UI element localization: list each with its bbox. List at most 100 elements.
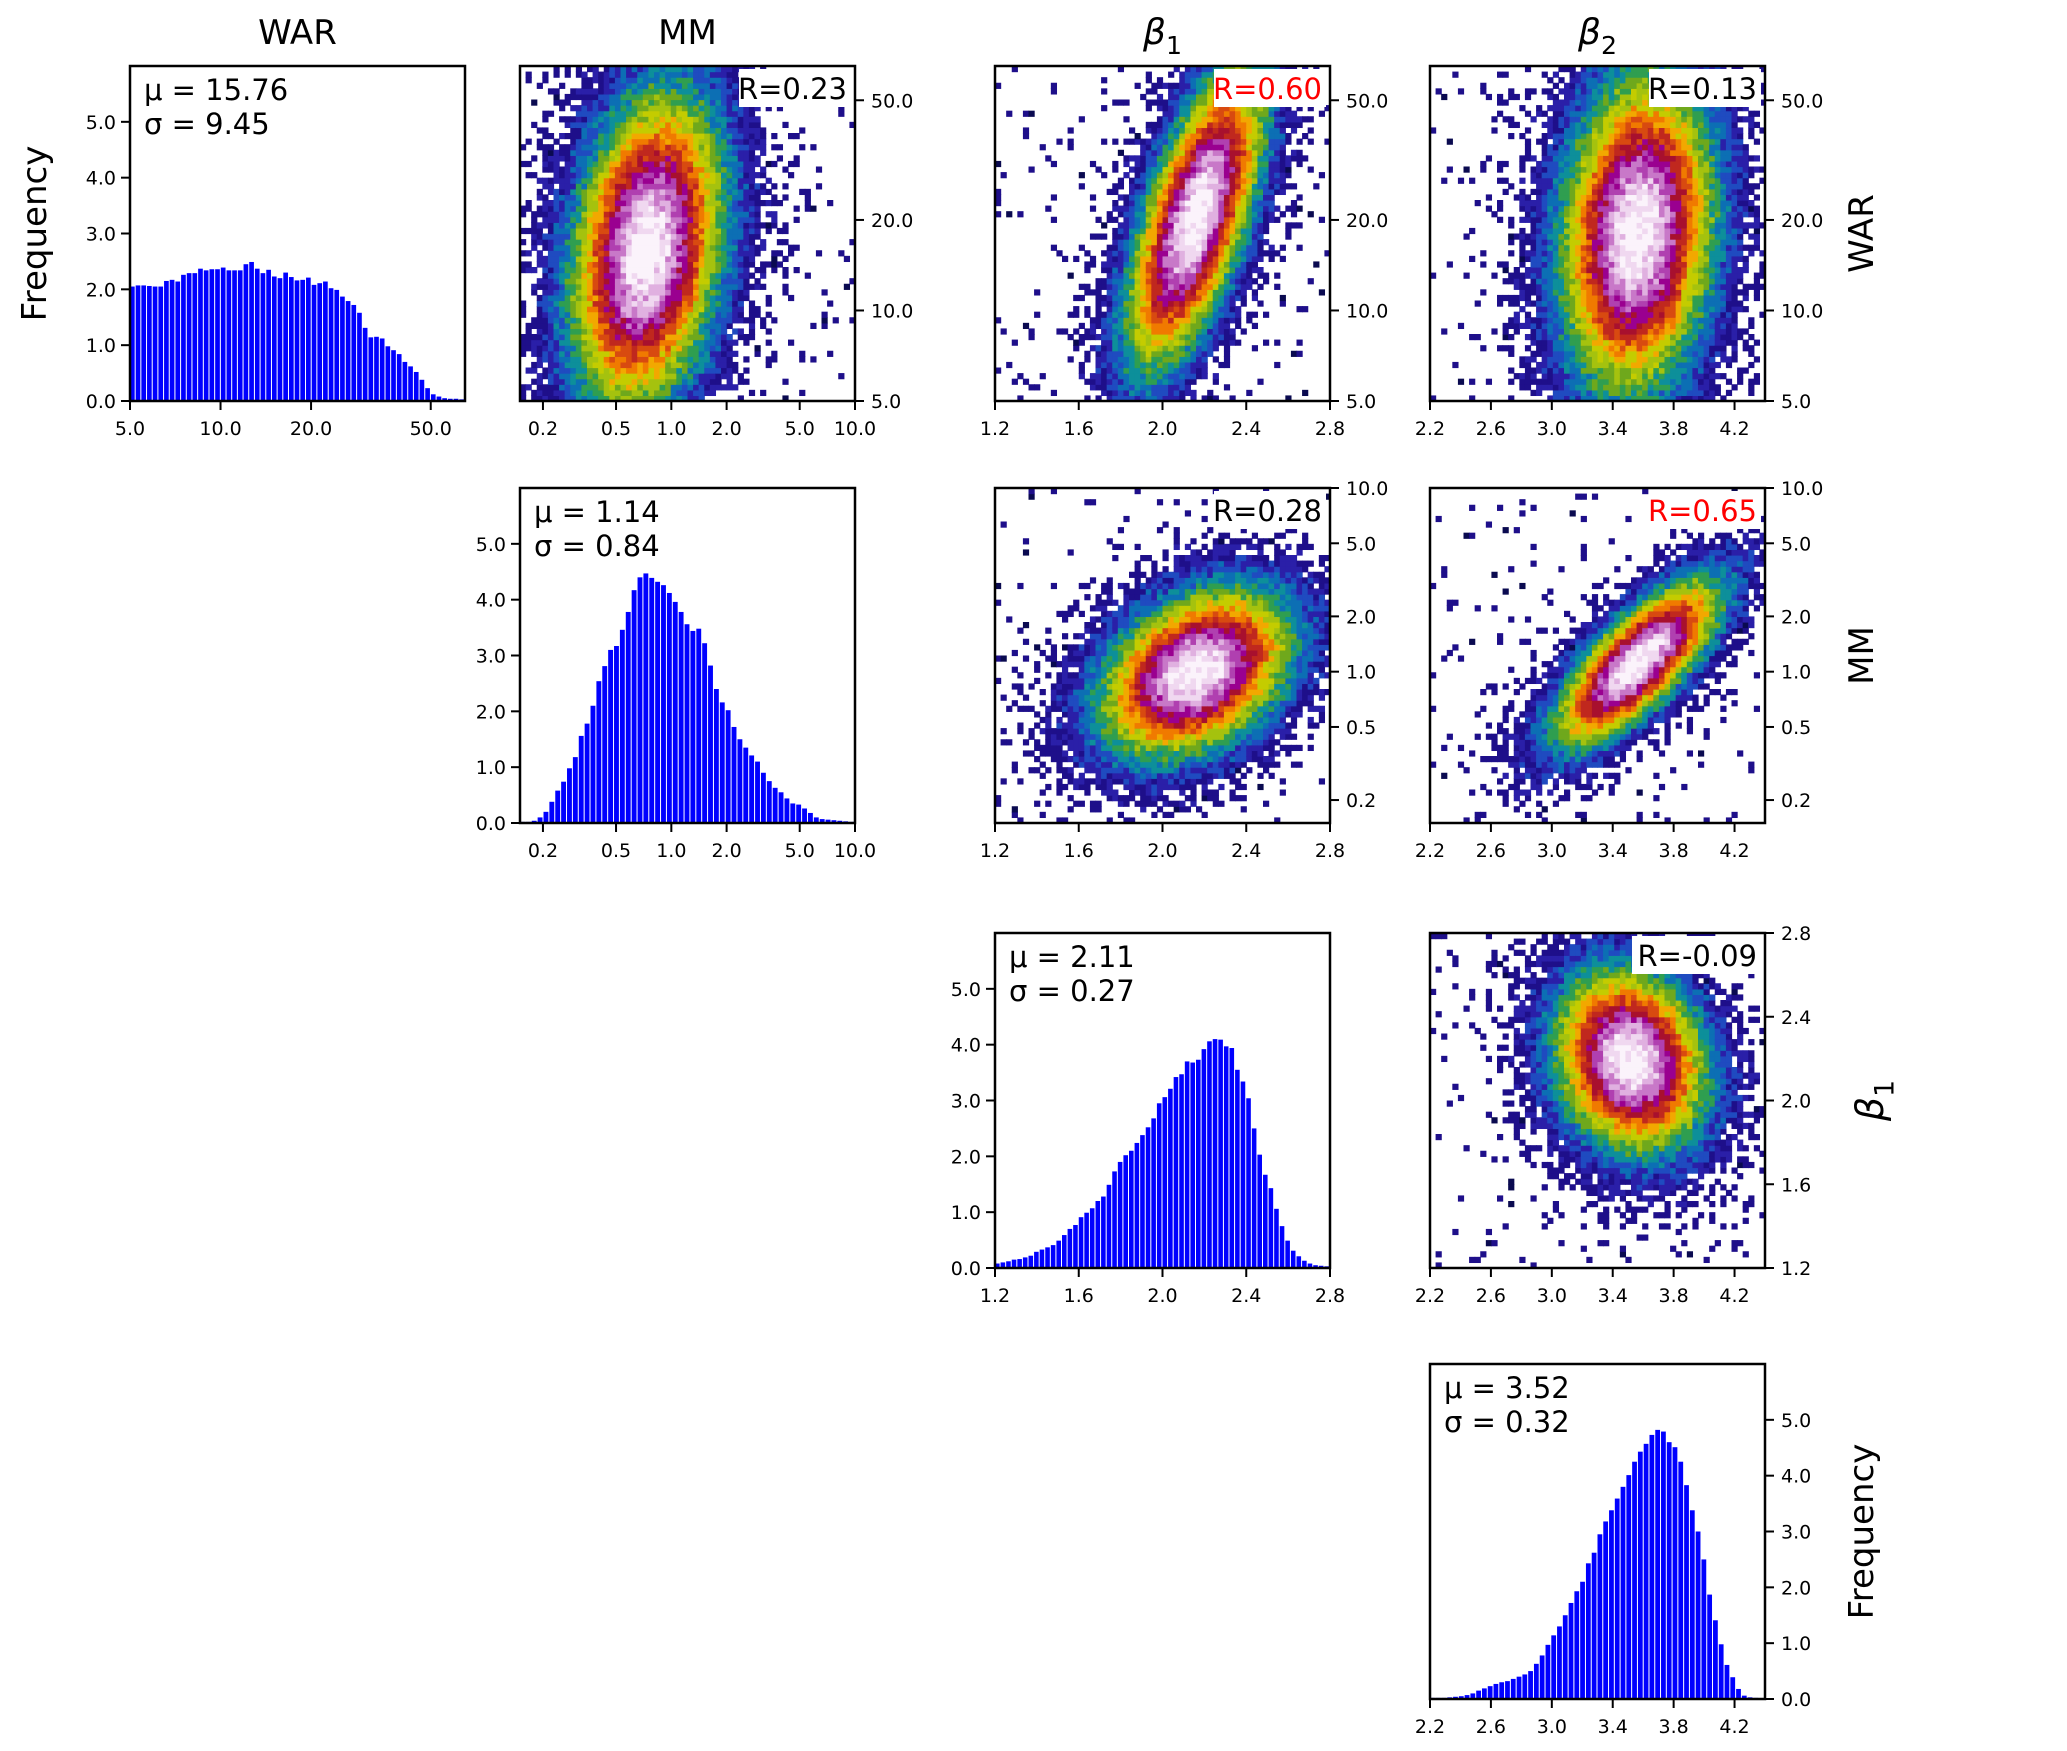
hist2d-cell [1552, 267, 1560, 274]
hist2d-cell [1134, 328, 1141, 335]
hist2d-cell [648, 200, 655, 207]
histogram-bar [1707, 1594, 1713, 1699]
histogram-bar [708, 665, 713, 823]
hist2d-cell [1168, 121, 1175, 129]
hist2d-cell [676, 289, 683, 296]
hist2d-cell [726, 350, 733, 357]
hist2d-cell [681, 127, 689, 134]
hist2d-cell [1235, 205, 1242, 212]
histogram-bar [1134, 1142, 1140, 1268]
hist2d-cell [559, 116, 566, 123]
histogram-bar [1701, 1559, 1707, 1699]
hist2d-cell [654, 367, 661, 374]
hist2d-cell [1218, 289, 1225, 296]
hist2d-cell [531, 172, 538, 179]
hist2d-cell [1296, 160, 1303, 168]
hist2d-cell [1106, 244, 1113, 251]
hist2d-cell [715, 88, 722, 95]
histogram-bar [1229, 1048, 1235, 1268]
y-tick-label: 5.0 [1781, 1410, 1811, 1432]
hist2d-cell [1084, 328, 1091, 335]
hist2d-cell [1140, 261, 1147, 268]
hist2d-cell [525, 261, 532, 268]
hist2d-cell [1106, 378, 1113, 385]
hist2d-cell [1095, 311, 1102, 318]
hist2d-cell [1257, 149, 1264, 156]
hist2d-cell [564, 205, 571, 212]
hist2d-cell [570, 222, 577, 229]
hist2d-cell [564, 373, 571, 380]
hist2d-cell [737, 216, 744, 223]
hist2d-cell [1156, 317, 1164, 324]
hist2d-cell [642, 339, 650, 346]
hist2d-cell [665, 166, 672, 173]
hist2d-cell [1101, 378, 1108, 385]
hist2d-cell [1223, 188, 1231, 196]
hist2d-cell [1106, 361, 1113, 369]
hist2d-cell [547, 216, 555, 223]
hist2d-cell [665, 88, 672, 95]
hist2d-cell [1062, 255, 1069, 263]
hist2d-cell [676, 71, 683, 78]
hist2d-cell [1101, 250, 1108, 257]
hist2d-cell [1179, 272, 1186, 279]
hist2d-cell [754, 345, 761, 352]
hist2d-cell [1190, 82, 1197, 89]
hist2d-cell [1201, 160, 1208, 168]
hist2d-cell [542, 283, 549, 290]
hist2d-cell [721, 334, 728, 341]
hist2d-cell [732, 289, 739, 296]
hist2d-cell [1296, 244, 1303, 251]
hist2d-cell [1201, 373, 1208, 380]
hist2d-cell [1218, 110, 1225, 117]
hist2d-cell [715, 255, 722, 263]
hist2d-cell [542, 233, 549, 240]
hist2d-cell [531, 99, 538, 106]
hist2d-cell [631, 356, 638, 363]
hist2d-cell [676, 183, 683, 190]
hist2d-cell [659, 361, 666, 369]
histogram-bar [1006, 1261, 1011, 1268]
hist2d-cell [1112, 283, 1119, 290]
hist2d-cell [1168, 116, 1175, 123]
hist2d-cell [726, 116, 733, 123]
hist2d-cell [1123, 216, 1130, 223]
hist2d-cell [547, 350, 555, 357]
hist2d-cell [570, 227, 577, 235]
hist2d-cell [614, 356, 622, 363]
hist2d-cell [1201, 166, 1208, 173]
hist2d-cell [771, 144, 778, 151]
hist2d-cell [1129, 255, 1136, 263]
hist2d-cell [570, 361, 577, 369]
hist2d-cell [648, 389, 655, 397]
hist2d-cell [1290, 205, 1298, 212]
std-annotation: σ = 9.45 [144, 107, 270, 141]
hist2d-cell [587, 66, 594, 73]
hist2d-cell [1251, 222, 1259, 229]
hist2d-cell [648, 395, 655, 402]
hist2d-cell [1508, 272, 1515, 279]
hist2d-cell [1156, 205, 1164, 212]
hist2d-cell [648, 172, 655, 179]
hist2d-cell [1552, 205, 1560, 212]
hist2d-cell [1519, 306, 1526, 313]
hist2d-cell [698, 361, 705, 369]
hist2d-cell [609, 255, 616, 263]
hist2d-cell [1263, 116, 1270, 123]
hist2d-cell [726, 66, 733, 73]
hist2d-cell [681, 328, 689, 335]
hist2d-cell [665, 345, 672, 352]
hist2d-cell [737, 294, 744, 302]
hist2d-cell [1547, 200, 1554, 207]
hist2d-cell [1246, 227, 1253, 235]
hist2d-cell [1196, 283, 1203, 290]
hist2d-cell [1536, 183, 1543, 190]
hist2d-cell [1268, 155, 1275, 162]
hist2d-cell [1123, 306, 1130, 313]
hist2d-cell [531, 283, 538, 290]
hist2d-cell [693, 373, 700, 380]
hist2d-cell [765, 300, 772, 307]
hist2d-cell [592, 183, 599, 190]
hist2d-cell [1084, 267, 1091, 274]
hist2d-cell [654, 71, 661, 78]
